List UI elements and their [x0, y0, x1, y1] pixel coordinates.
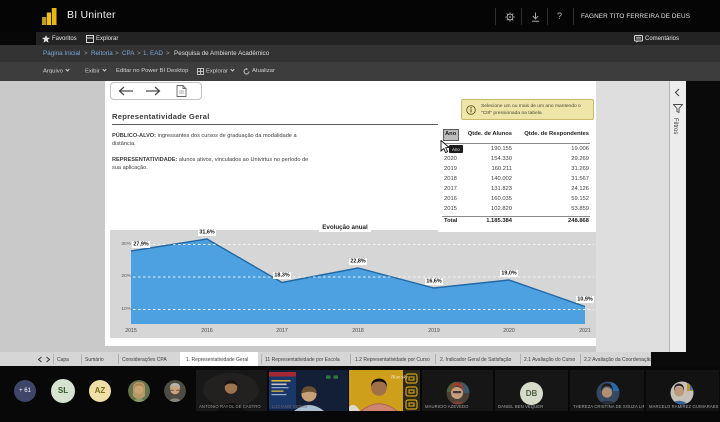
svg-text:Blue sky: Blue sky [391, 376, 409, 381]
